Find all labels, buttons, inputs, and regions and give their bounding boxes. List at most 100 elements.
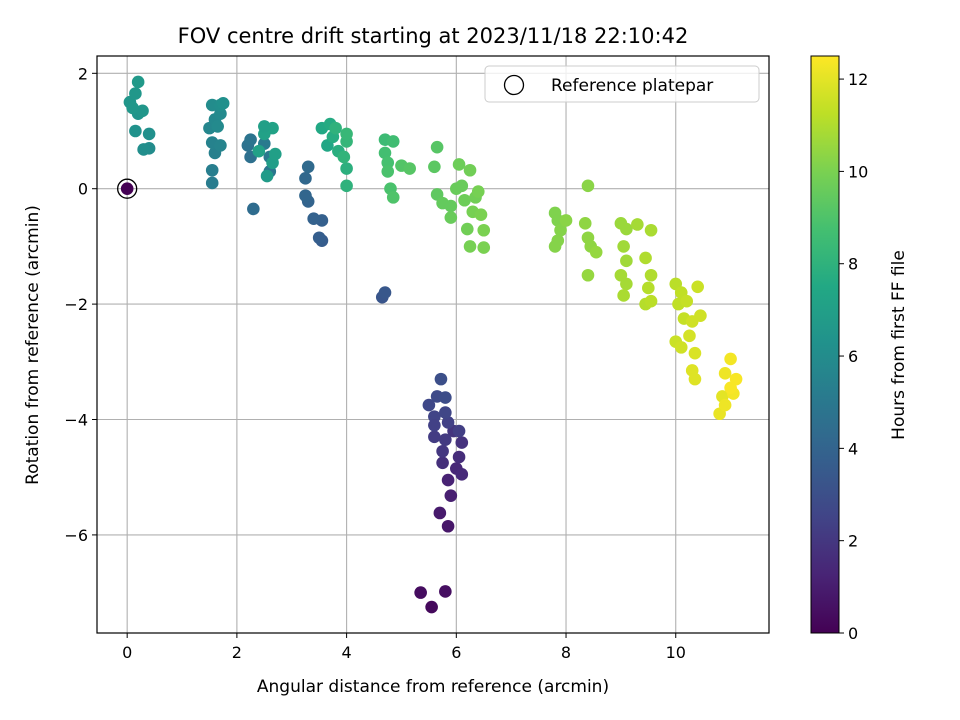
- data-point: [434, 372, 448, 386]
- chart-title: FOV centre drift starting at 2023/11/18 …: [178, 24, 689, 48]
- data-point: [617, 289, 630, 302]
- colorbar-ticks: 0 2 4 6 8 10 12: [839, 70, 868, 643]
- data-point: [455, 468, 469, 481]
- data-point: [268, 147, 282, 161]
- data-point: [463, 240, 477, 253]
- data-point: [129, 87, 142, 100]
- data-point: [205, 176, 219, 190]
- legend-label-reference: Reference platepar: [551, 76, 713, 96]
- reference-data-point: [120, 182, 134, 196]
- data-point: [136, 104, 149, 118]
- data-point: [428, 430, 441, 444]
- data-point: [631, 218, 644, 231]
- data-point: [301, 160, 315, 174]
- data-point: [414, 586, 427, 599]
- data-point: [425, 600, 438, 614]
- data-point: [299, 172, 312, 185]
- reference-marker-layer: [117, 178, 138, 199]
- legend: Reference platepar: [484, 65, 760, 103]
- data-point: [718, 398, 732, 412]
- colorbar-tick-label: 12: [848, 70, 868, 89]
- data-point: [252, 144, 266, 158]
- legend-reference-marker: [503, 74, 525, 96]
- data-point: [258, 120, 271, 133]
- data-point: [644, 223, 658, 237]
- colorbar-tick-label: 6: [848, 347, 858, 366]
- x-tick-label: 6: [451, 643, 461, 662]
- data-point: [589, 245, 603, 259]
- data-point: [214, 139, 227, 152]
- y-tick-label: −6: [64, 526, 88, 545]
- data-point: [214, 107, 227, 120]
- data-point: [433, 506, 447, 520]
- data-point: [378, 286, 392, 299]
- data-point: [137, 143, 150, 156]
- data-point: [439, 433, 452, 447]
- data-point: [471, 185, 485, 198]
- data-point: [642, 281, 655, 295]
- data-point: [386, 135, 400, 148]
- data-point: [477, 241, 491, 254]
- data-point: [211, 120, 224, 133]
- colorbar-tick-label: 0: [848, 624, 858, 643]
- data-points: [123, 75, 743, 614]
- data-point: [378, 146, 392, 160]
- data-point: [428, 410, 441, 423]
- data-point: [340, 179, 353, 193]
- data-point: [430, 140, 444, 154]
- data-point: [381, 156, 395, 170]
- data-point: [581, 179, 595, 193]
- data-point: [688, 346, 702, 360]
- y-axis-label: Rotation from reference (arcmin): [23, 205, 43, 485]
- data-point: [581, 268, 595, 282]
- data-point: [244, 133, 257, 146]
- x-tick-label: 2: [232, 643, 242, 662]
- data-point: [307, 212, 320, 226]
- data-point: [578, 217, 592, 230]
- colorbar-tick-label: 4: [848, 439, 858, 458]
- data-point: [312, 231, 326, 245]
- data-point: [386, 191, 400, 204]
- data-point: [674, 341, 688, 354]
- x-tick-label: 4: [342, 643, 352, 662]
- colorbar-gradient: [810, 55, 840, 634]
- data-point: [216, 97, 230, 110]
- data-point: [299, 189, 312, 202]
- data-point: [455, 179, 469, 193]
- data-point: [620, 277, 633, 291]
- data-point: [337, 150, 351, 164]
- colorbar-tick-label: 8: [848, 255, 858, 274]
- data-point: [724, 352, 737, 366]
- data-point: [639, 251, 652, 265]
- data-point: [247, 202, 260, 216]
- data-point: [403, 162, 416, 175]
- data-point: [694, 309, 707, 322]
- data-point: [441, 416, 455, 429]
- y-tick-label: −4: [64, 411, 88, 430]
- data-point: [554, 223, 567, 237]
- data-point: [620, 254, 633, 268]
- data-point: [680, 294, 694, 308]
- data-point: [205, 163, 219, 177]
- legend-box: [484, 65, 760, 103]
- data-point: [260, 169, 274, 183]
- data-point: [439, 585, 452, 598]
- data-point: [477, 223, 491, 237]
- data-point: [620, 222, 633, 236]
- colorbar-label: Hours from first FF file: [889, 250, 909, 440]
- data-point: [683, 329, 696, 343]
- data-point: [718, 367, 732, 380]
- data-point: [644, 268, 658, 282]
- data-point: [724, 381, 737, 395]
- data-point: [329, 121, 342, 135]
- data-point: [441, 519, 455, 533]
- x-axis-label: Angular distance from reference (arcmin): [257, 677, 609, 697]
- y-tick-label: 2: [78, 64, 88, 83]
- data-point: [455, 436, 469, 449]
- colorbar-tick-label: 2: [848, 532, 858, 551]
- data-point: [142, 127, 156, 141]
- data-point: [617, 240, 630, 253]
- data-point: [460, 222, 474, 236]
- x-tick-label: 0: [122, 643, 132, 662]
- data-point: [458, 193, 471, 207]
